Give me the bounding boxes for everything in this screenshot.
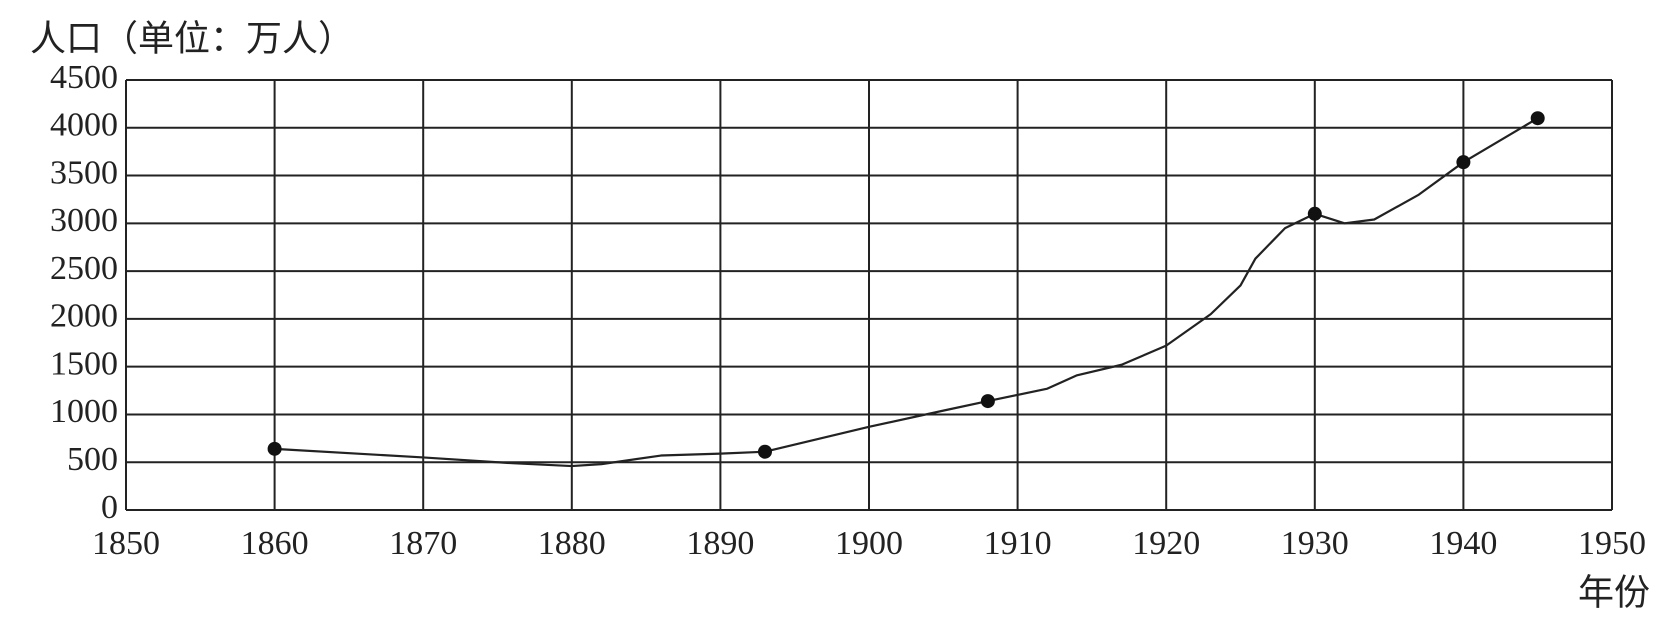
y-tick-label: 2000: [50, 298, 118, 335]
y-tick-label: 1000: [50, 393, 118, 430]
x-tick-label: 1870: [389, 525, 457, 562]
point: [1456, 155, 1471, 170]
x-tick-label: 1880: [538, 525, 606, 562]
x-tick-label: 1900: [835, 525, 903, 562]
point: [1307, 206, 1322, 221]
y-tick-label: 4000: [50, 107, 118, 144]
y-tick-label: 4500: [50, 59, 118, 96]
x-tick-label: 1890: [686, 525, 754, 562]
x-tick-label: 1850: [92, 525, 160, 562]
point: [1530, 111, 1545, 126]
y-tick-label: 3500: [50, 154, 118, 191]
point: [267, 441, 282, 456]
line: [274, 117, 1539, 468]
y-tick-label: 0: [101, 489, 118, 526]
y-tick-label: 1500: [50, 345, 118, 382]
x-tick-label: 1930: [1281, 525, 1349, 562]
x-tick-label: 1910: [984, 525, 1052, 562]
x-tick-label: 1920: [1132, 525, 1200, 562]
x-tick-label: 1950: [1578, 525, 1646, 562]
y-tick-label: 2500: [50, 250, 118, 287]
y-tick-label: 500: [67, 441, 118, 478]
chart-title: 人口（单位：万人）: [30, 18, 354, 58]
x-tick-label: 1940: [1429, 525, 1497, 562]
y-tick-label: 3000: [50, 202, 118, 239]
point: [980, 394, 995, 409]
point: [757, 444, 772, 459]
x-tick-label: 1860: [241, 525, 309, 562]
x-axis-label: 年份: [1578, 572, 1650, 612]
